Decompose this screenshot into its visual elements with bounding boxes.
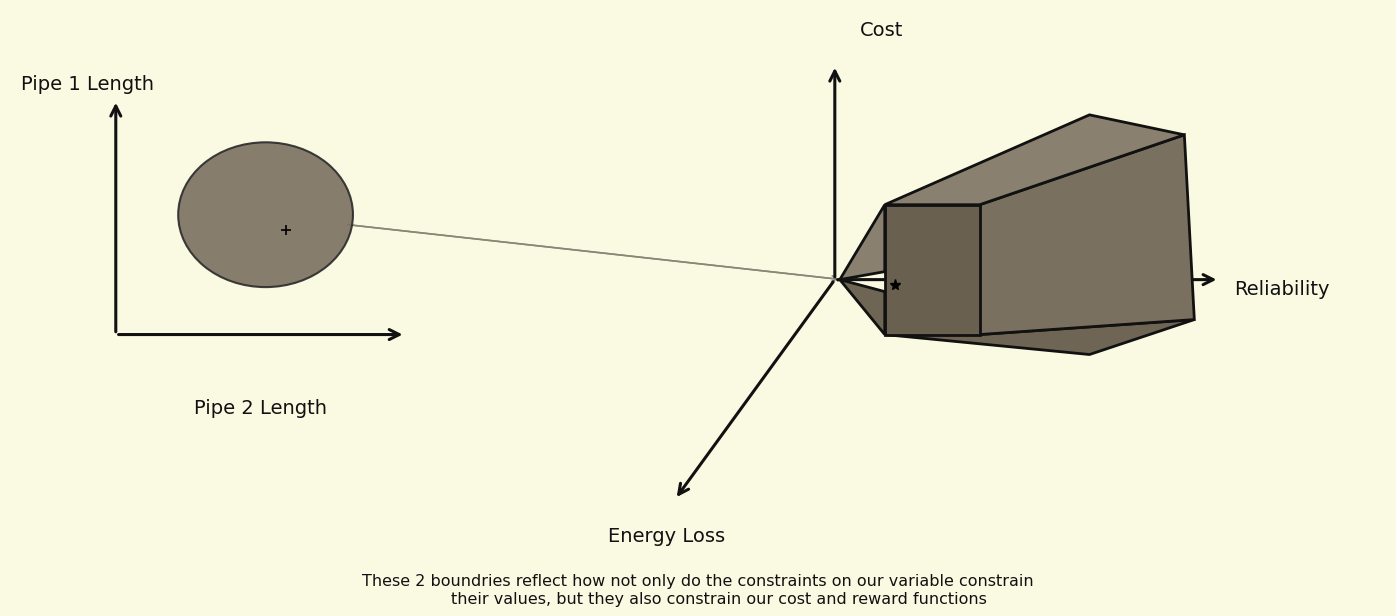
Text: Reliability: Reliability [1234,280,1330,299]
Text: Pipe 2 Length: Pipe 2 Length [194,399,327,418]
Polygon shape [840,280,885,334]
Text: Energy Loss: Energy Loss [609,527,726,546]
Polygon shape [885,115,1184,205]
Text: Pipe 1 Length: Pipe 1 Length [21,75,154,94]
Text: Cost: Cost [860,21,903,40]
Polygon shape [980,135,1195,334]
Text: These 2 boundries reflect how not only do the constraints on our variable constr: These 2 boundries reflect how not only d… [362,574,1034,607]
Polygon shape [840,205,885,280]
Polygon shape [885,205,980,334]
Ellipse shape [179,142,353,287]
Polygon shape [885,320,1195,355]
